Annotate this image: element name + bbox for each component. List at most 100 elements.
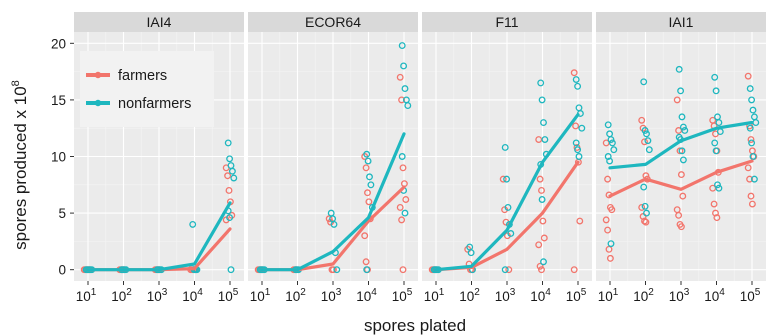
point-farmers	[539, 217, 547, 225]
point-farmers	[641, 138, 648, 146]
point-nonfarmers	[574, 146, 582, 154]
point-farmers	[570, 266, 578, 274]
point-farmers	[224, 172, 232, 180]
point-farmers	[746, 175, 754, 183]
facet-iai1: IAI1 101 102 103 104 105	[596, 12, 766, 304]
point-nonfarmers	[749, 153, 757, 160]
point-nonfarmers	[400, 62, 408, 70]
point-farmers	[744, 164, 752, 172]
point-farmers	[398, 96, 406, 104]
point-nonfarmers	[641, 127, 649, 134]
y-tick-label: 10	[51, 150, 66, 165]
point-nonfarmers	[404, 102, 412, 110]
x-tick-label: 104	[356, 287, 377, 304]
point-nonfarmers	[645, 146, 653, 154]
point-nonfarmers	[189, 220, 197, 228]
point-nonfarmers	[606, 157, 614, 165]
point-nonfarmers	[604, 121, 612, 129]
point-farmers	[225, 187, 233, 194]
point-nonfarmers	[398, 153, 406, 160]
point-nonfarmers	[681, 127, 689, 134]
point-nonfarmers	[712, 147, 720, 155]
x-tick-label: 103	[669, 287, 690, 304]
x-tick-label: 105	[740, 287, 761, 304]
x-tick-label: 105	[218, 287, 239, 304]
y-tick-label: 5	[58, 206, 66, 221]
y-tick-label: 20	[51, 36, 66, 51]
point-nonfarmers	[746, 85, 754, 93]
y-axis: 0 5 10 15 20	[51, 36, 74, 278]
point-nonfarmers	[367, 181, 375, 189]
point-nonfarmers	[640, 78, 648, 86]
x-tick-label: 101	[250, 287, 271, 304]
facet-strip	[248, 12, 418, 32]
point-farmers	[538, 266, 545, 274]
point-farmers	[396, 203, 404, 211]
point-nonfarmers	[679, 156, 687, 164]
point-farmers	[602, 216, 610, 224]
point-nonfarmers	[224, 139, 232, 147]
point-nonfarmers	[467, 249, 475, 257]
point-nonfarmers	[746, 124, 754, 132]
x-tick-label: 103	[495, 287, 516, 304]
line-nonfarmers	[260, 132, 406, 272]
point-nonfarmers	[330, 220, 338, 228]
point-nonfarmers	[226, 155, 234, 163]
point-nonfarmers	[501, 266, 509, 274]
point-farmers	[362, 258, 370, 266]
point-farmers	[536, 175, 544, 183]
point-farmers	[605, 245, 613, 253]
x-tick-label: 104	[530, 287, 551, 304]
x-tick-label: 104	[182, 287, 203, 304]
point-nonfarmers	[678, 113, 686, 121]
point-nonfarmers	[501, 143, 509, 151]
point-farmers	[572, 122, 580, 130]
point-farmers	[677, 223, 685, 231]
point-farmers	[535, 241, 543, 249]
point-nonfarmers	[507, 230, 515, 237]
point-nonfarmers	[607, 136, 615, 143]
point-nonfarmers	[226, 214, 234, 222]
point-farmers	[538, 187, 545, 194]
line-nonfarmers	[434, 113, 580, 272]
point-farmers	[673, 96, 681, 104]
point-nonfarmers	[503, 175, 511, 183]
point-nonfarmers	[640, 183, 648, 191]
line-nonfarmers	[608, 120, 754, 170]
point-nonfarmers	[749, 106, 757, 114]
legend-box	[80, 51, 214, 127]
point-nonfarmers	[610, 146, 618, 154]
point-nonfarmers	[541, 136, 549, 143]
point-nonfarmers	[230, 174, 238, 182]
point-nonfarmers	[398, 42, 406, 50]
point-nonfarmers	[608, 139, 616, 147]
point-nonfarmers	[677, 87, 685, 95]
point-farmers	[677, 171, 685, 179]
point-farmers	[641, 217, 648, 225]
point-farmers	[747, 192, 755, 200]
point-nonfarmers	[227, 266, 235, 274]
facet-strip-label: ECOR64	[305, 14, 361, 30]
facet-strip-label: F11	[495, 14, 518, 30]
point-farmers	[608, 206, 616, 214]
point-farmers	[642, 218, 650, 226]
point-nonfarmers	[366, 173, 373, 181]
point-nonfarmers	[538, 196, 546, 203]
x-tick-label: 102	[633, 287, 654, 304]
point-nonfarmers	[711, 73, 719, 81]
point-farmers	[540, 234, 548, 242]
point-nonfarmers	[607, 240, 615, 248]
point-farmers	[604, 175, 612, 183]
point-nonfarmers	[574, 82, 582, 90]
point-nonfarmers	[678, 147, 686, 155]
x-axis-title: spores plated	[364, 316, 466, 335]
point-nonfarmers	[641, 202, 649, 210]
point-farmers	[329, 266, 337, 274]
point-farmers	[710, 200, 718, 208]
point-nonfarmers	[228, 167, 236, 175]
point-farmers	[325, 215, 333, 223]
point-nonfarmers	[537, 79, 545, 87]
point-nonfarmers	[748, 96, 756, 104]
y-axis-title: spores produced x 108	[10, 80, 30, 250]
point-nonfarmers	[644, 137, 652, 145]
